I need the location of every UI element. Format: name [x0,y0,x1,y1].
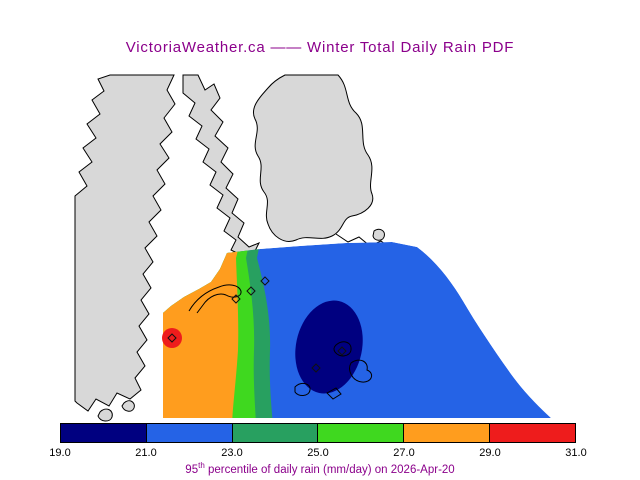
colorbar-tick: 25.0 [307,447,329,459]
landmass-west [74,74,176,412]
station-marker-diamond [337,346,347,356]
station-marker-diamond [260,276,270,286]
page-title: VictoriaWeather.ca —— Winter Total Daily… [125,39,515,56]
colorbar-tick: 31.0 [565,447,587,459]
colorbar [60,423,576,443]
colorbar-segment-21-23 [145,424,232,442]
colorbar-caption: 95th percentile of daily rain (mm/day) o… [0,461,640,476]
colorbar-ticks: 19.0 21.0 23.0 25.0 27.0 29.0 31.0 [49,447,586,461]
islet-southwest-2 [121,400,135,412]
caption-rest: percentile of daily rain (mm/day) on 202… [204,463,455,476]
station-marker-diamond [231,294,241,304]
colorbar-tick: 27.0 [393,447,415,459]
coastline-overlays [188,284,373,400]
land-shapes [74,74,400,422]
caption-base: 95 [185,463,199,476]
station-marker-diamond [311,363,321,373]
colorbar-segment-29-31 [489,424,575,442]
rain-field [163,242,551,418]
colorbar-tick: 23.0 [221,447,243,459]
islet-outline-4 [326,387,342,400]
islet-outline-2 [349,359,373,383]
colorbar-segment-19-21 [61,424,146,442]
caption-superscript: th [198,461,205,470]
coastline-hook-spit [188,284,242,314]
station-marker-diamond [167,333,177,343]
landmass-north-blob [253,74,374,242]
colorbar-tick: 21.0 [135,447,157,459]
islet-southwest-1 [97,408,113,422]
band-19-21-navy-pocket [295,300,363,394]
highlight-station-dot [162,328,182,348]
islet-outline-1 [333,341,352,357]
landmass-north-strip [182,74,261,257]
station-markers [162,276,347,373]
colorbar-tick: 19.0 [49,447,71,459]
islet-outline-3 [294,382,311,396]
station-marker-diamond [246,286,256,296]
colorbar-segment-23-25 [231,424,318,442]
colorbar-segment-27-29 [403,424,490,442]
colorbar-segment-25-27 [317,424,404,442]
colorbar-tick: 29.0 [479,447,501,459]
islet-northeast [372,228,385,241]
